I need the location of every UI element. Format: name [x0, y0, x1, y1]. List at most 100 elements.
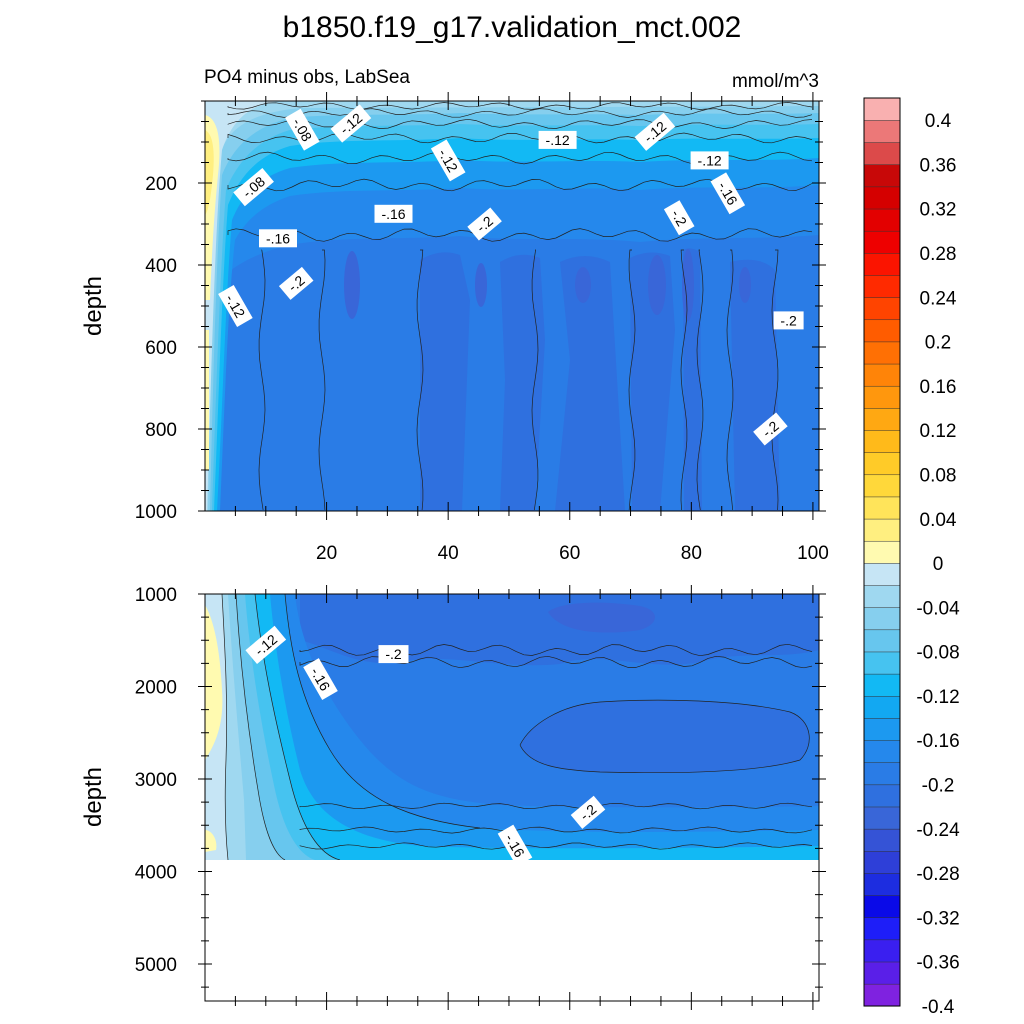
colorbar-swatch: [863, 584, 901, 608]
upper-deep-core-b: [500, 254, 545, 511]
contour-label: -.2: [467, 207, 502, 241]
colorbar-label: 0.4: [925, 111, 952, 132]
colorbar-label: 0.32: [920, 200, 957, 221]
contour-label: -.2: [570, 795, 606, 829]
contour-label-box: [710, 172, 746, 215]
colorbar-swatch: [863, 274, 901, 298]
colorbar-swatch: [863, 208, 901, 232]
y-tick-label: 4000: [135, 863, 177, 884]
x-tick-label: 60: [559, 543, 580, 564]
left-string: PO4 minus obs, LabSea: [204, 67, 410, 88]
upper-contour-line: [628, 249, 636, 511]
upper-positive-patch-2: [205, 130, 214, 215]
lower-positive-patch: [205, 605, 223, 760]
upper-band-016: [205, 101, 819, 511]
upper-contour-line: [227, 228, 813, 242]
upper-deep-core-d: [630, 252, 675, 511]
colorbar-swatch: [863, 119, 901, 143]
y-tick-label: 5000: [135, 955, 177, 976]
contour-label-box: [330, 104, 372, 143]
colorbar-swatch: [863, 939, 901, 963]
colorbar-swatch: [863, 607, 901, 631]
contour-label-text: -.2: [780, 312, 797, 328]
contour-label-box: [497, 824, 533, 867]
colorbar-label: -0.36: [916, 953, 959, 974]
colorbar-swatch: [863, 784, 901, 808]
upper-min-blob-e: [682, 249, 694, 321]
upper-min-blob-c: [575, 267, 591, 303]
upper-contour-line: [726, 249, 734, 511]
upper-min-blob-b: [475, 263, 487, 307]
contour-label-box: [218, 285, 253, 327]
y-tick-label: 1000: [135, 585, 177, 606]
y-tick-label: 1000: [135, 502, 177, 523]
upper-deep-core-c: [555, 256, 625, 511]
units-string: mmol/m^3: [732, 71, 819, 92]
upper-contour-line: [227, 108, 813, 118]
contour-label: -.2: [663, 200, 695, 236]
contour-label-text: -.16: [266, 230, 290, 246]
colorbar-label: -0.4: [922, 997, 955, 1018]
lower-contour-labels: -.12-.16-.2-.2-.16: [245, 625, 606, 867]
upper-contour-line: [416, 249, 424, 511]
contour-label-box: [378, 645, 409, 664]
colorbar-label: -0.12: [916, 687, 959, 708]
colorbar-swatch: [863, 164, 901, 188]
colorbar-label: 0.04: [920, 510, 957, 531]
contour-label-text: -.2: [668, 207, 690, 229]
colorbar-swatch: [863, 341, 901, 365]
colorbar-labels: 0.4 0.36 0.32 0.28 0.24 0.2 0.16 0.12 0.08 0.04 0 -…: [916, 111, 960, 1018]
contour-label: -.16: [374, 204, 413, 223]
lower-contour-line: [284, 594, 481, 829]
contour-label-box: [538, 130, 577, 149]
colorbar-swatch: [863, 562, 901, 586]
lower-deep-core: [520, 700, 810, 773]
upper-contour-line: [258, 249, 266, 511]
contour-label-box: [634, 112, 676, 151]
colorbar-swatch: [863, 452, 901, 476]
colorbar-swatch: [863, 651, 901, 675]
lower-band-016: [205, 594, 819, 860]
colorbar-label: -0.16: [916, 731, 959, 752]
colorbar-label: 0: [933, 554, 944, 575]
contour-label-box: [430, 139, 466, 182]
colorbar-swatch: [863, 142, 901, 165]
x-tick-label: 100: [797, 543, 829, 564]
lower-panel: -.12-.16-.2-.2-.16 10002000300040005000 …: [80, 585, 826, 1010]
colorbar-frame: [863, 97, 901, 1007]
colorbar-swatch: [863, 540, 901, 564]
colorbar-label: -0.24: [916, 820, 960, 841]
colorbar-swatch: [863, 496, 901, 520]
colorbar-label: 0.12: [920, 421, 957, 442]
colorbar-label: 0.36: [920, 155, 957, 176]
upper-deep-core-a: [420, 252, 470, 511]
lower-y-axis-label: depth: [80, 767, 107, 827]
colorbar-swatch: [863, 895, 901, 918]
lower-upper-core: [300, 594, 819, 666]
y-tick-label: 600: [145, 338, 177, 359]
upper-min-blob-a: [344, 251, 360, 319]
colorbar-label: -0.28: [916, 864, 959, 885]
colorbar-label: 0.28: [920, 244, 957, 265]
y-tick-label: 400: [145, 256, 177, 277]
colorbar-label: 0.24: [920, 288, 957, 309]
contour-label-box: [233, 167, 274, 207]
lower-contour-line: [221, 594, 229, 861]
contour-label-box: [753, 412, 788, 446]
upper-contour-field: -.12-.08 -.12 -.12-.12 -.12-.08 -.16-.16 -.2-…: [205, 101, 819, 511]
colorbar-swatch: [863, 872, 901, 896]
lower-contour-line: [299, 802, 813, 810]
contour-label: -.12: [690, 151, 729, 170]
upper-min-blob-f: [739, 267, 751, 303]
contour-label-box: [690, 151, 729, 170]
contour-label: -.2: [753, 412, 788, 446]
contour-label-box: [773, 311, 804, 330]
colorbar-swatch: [863, 629, 901, 653]
upper-min-blob-d: [648, 255, 666, 315]
colorbar-swatch: [863, 297, 901, 321]
lower-contour-line: [299, 842, 813, 850]
upper-panel: -.12-.08 -.12 -.12-.12 -.12-.08 -.16-.16 -.2-…: [80, 92, 829, 564]
y-tick-label: 200: [145, 174, 177, 195]
contour-label-text: -.16: [381, 206, 405, 222]
lower-positive-patch-2: [205, 830, 217, 852]
